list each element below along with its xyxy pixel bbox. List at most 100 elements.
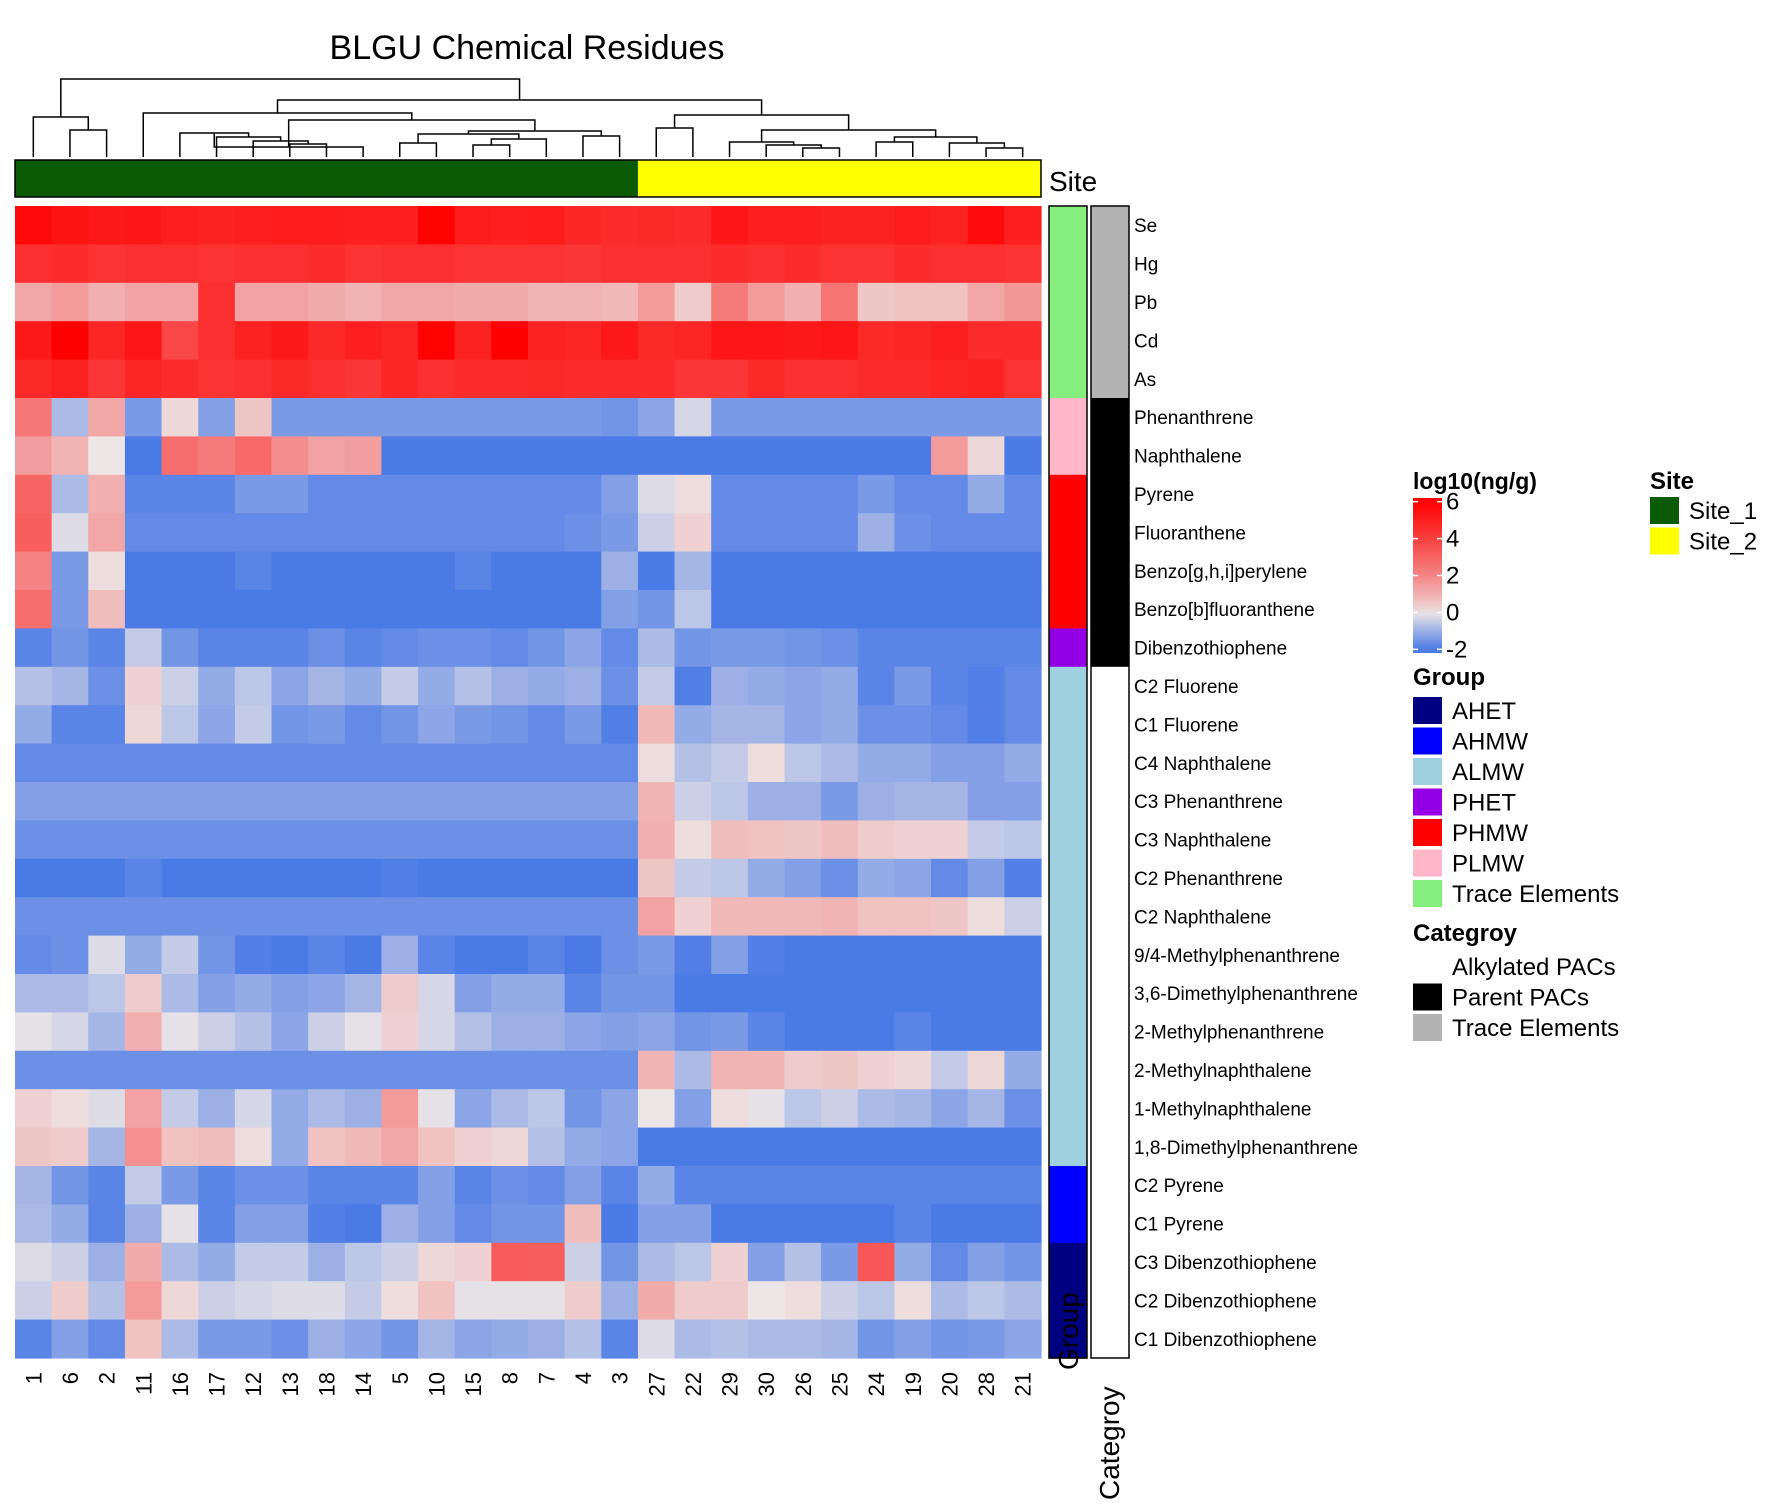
heatmap-cell <box>601 628 639 668</box>
heatmap-cell <box>381 1281 419 1321</box>
heatmap-cell <box>857 1089 896 1129</box>
group-cell <box>1049 705 1087 745</box>
heatmap-cell <box>564 1050 602 1090</box>
heatmap-cell <box>857 282 896 322</box>
legend-swatch <box>1413 849 1442 877</box>
heatmap-cell <box>418 398 456 437</box>
heatmap-cell <box>88 782 126 821</box>
heatmap-cell <box>528 282 566 322</box>
heatmap-cell <box>344 666 383 706</box>
heatmap-cell <box>711 705 749 745</box>
group-annotation-label: Group <box>1053 1292 1084 1370</box>
heatmap-cell <box>784 206 822 245</box>
heatmap-cell <box>88 206 126 245</box>
heatmap-cell <box>491 1012 529 1052</box>
heatmap-cell <box>711 666 749 706</box>
heatmap-cell <box>271 513 309 553</box>
heatmap-cell <box>491 628 529 668</box>
heatmap-cell <box>161 897 199 937</box>
heatmap-cell <box>271 1050 309 1090</box>
heatmap-cell <box>271 974 309 1013</box>
heatmap-cell <box>967 1319 1005 1359</box>
heatmap-cell <box>674 359 712 399</box>
legend-swatch <box>1413 819 1442 846</box>
group-cell <box>1049 1281 1087 1321</box>
heatmap-cell <box>454 1242 492 1282</box>
group-column-border <box>1048 205 1088 1359</box>
column-label: 30 <box>754 1372 779 1396</box>
heatmap-cell <box>454 705 492 745</box>
heatmap-cell <box>308 1242 346 1282</box>
heatmap-cell <box>454 1166 492 1205</box>
heatmap-cell <box>124 897 163 937</box>
heatmap-cell <box>124 398 163 437</box>
heatmap-cell <box>124 1127 163 1167</box>
heatmap-cell <box>821 1319 859 1359</box>
chart-title: BLGU Chemical Residues <box>330 29 725 67</box>
heatmap-cell <box>454 474 492 514</box>
legend-label: Parent PACs <box>1452 985 1589 1012</box>
group-cell <box>1049 1127 1087 1167</box>
heatmap-cell <box>161 321 199 361</box>
heatmap-cell <box>161 398 199 437</box>
heatmap-cell <box>1004 1166 1042 1205</box>
heatmap-cell <box>344 1204 383 1244</box>
heatmap-cell <box>454 551 492 591</box>
heatmap-cell <box>271 244 309 284</box>
heatmap-cell <box>564 1012 602 1052</box>
heatmap-cell <box>711 474 749 514</box>
heatmap-cell <box>894 590 932 629</box>
heatmap-cell <box>747 820 786 860</box>
heatmap-cell <box>564 666 602 706</box>
heatmap-cell <box>418 1242 456 1282</box>
heatmap-cell <box>857 474 896 514</box>
heatmap-cell <box>161 359 199 399</box>
heatmap-cell <box>564 743 602 783</box>
heatmap-cell <box>674 1281 712 1321</box>
heatmap-cell <box>711 1089 749 1129</box>
heatmap-cell <box>564 359 602 399</box>
heatmap-cell <box>711 359 749 399</box>
heatmap-cell <box>821 1050 859 1090</box>
heatmap-cell <box>931 1281 969 1321</box>
heatmap-cell <box>161 1204 199 1244</box>
heatmap-cell <box>88 321 126 361</box>
heatmap-cell <box>491 1166 529 1205</box>
heatmap-cell <box>528 705 566 745</box>
heatmap-cell <box>491 551 529 591</box>
heatmap-cell <box>308 551 346 591</box>
heatmap-cell <box>894 474 932 514</box>
dendrogram-branch <box>765 144 822 157</box>
heatmap-cell <box>454 206 492 245</box>
heatmap-cell <box>15 1127 53 1167</box>
column-label: 16 <box>168 1372 193 1396</box>
heatmap-cell <box>931 782 969 821</box>
heatmap-cell <box>857 244 896 284</box>
heatmap-cell <box>564 1089 602 1129</box>
heatmap-cell <box>454 436 492 476</box>
heatmap-cell <box>821 705 859 745</box>
heatmap-cell <box>418 782 456 821</box>
heatmap-cell <box>418 321 456 361</box>
heatmap-cell <box>51 590 89 629</box>
site-cell <box>491 160 529 197</box>
group-cell <box>1049 1050 1087 1090</box>
heatmap-cell <box>931 474 969 514</box>
heatmap-cell <box>784 1089 822 1129</box>
heatmap-cell <box>857 1012 896 1052</box>
heatmap-cell <box>454 590 492 629</box>
group-cell <box>1049 321 1087 361</box>
heatmap-cell <box>637 782 676 821</box>
heatmap-cell <box>198 743 236 783</box>
heatmap-cell <box>271 1242 309 1282</box>
heatmap-cell <box>161 1319 199 1359</box>
heatmap-cell <box>967 321 1005 361</box>
row-label: C4 Naphthalene <box>1134 754 1271 775</box>
heatmap-cell <box>51 359 89 399</box>
row-label: C2 Naphthalene <box>1134 907 1271 928</box>
heatmap-cell <box>821 590 859 629</box>
heatmap-cell <box>711 743 749 783</box>
row-label: Pb <box>1134 293 1157 314</box>
color-scale-tick-label: 2 <box>1446 563 1459 590</box>
heatmap-cell <box>894 282 932 322</box>
